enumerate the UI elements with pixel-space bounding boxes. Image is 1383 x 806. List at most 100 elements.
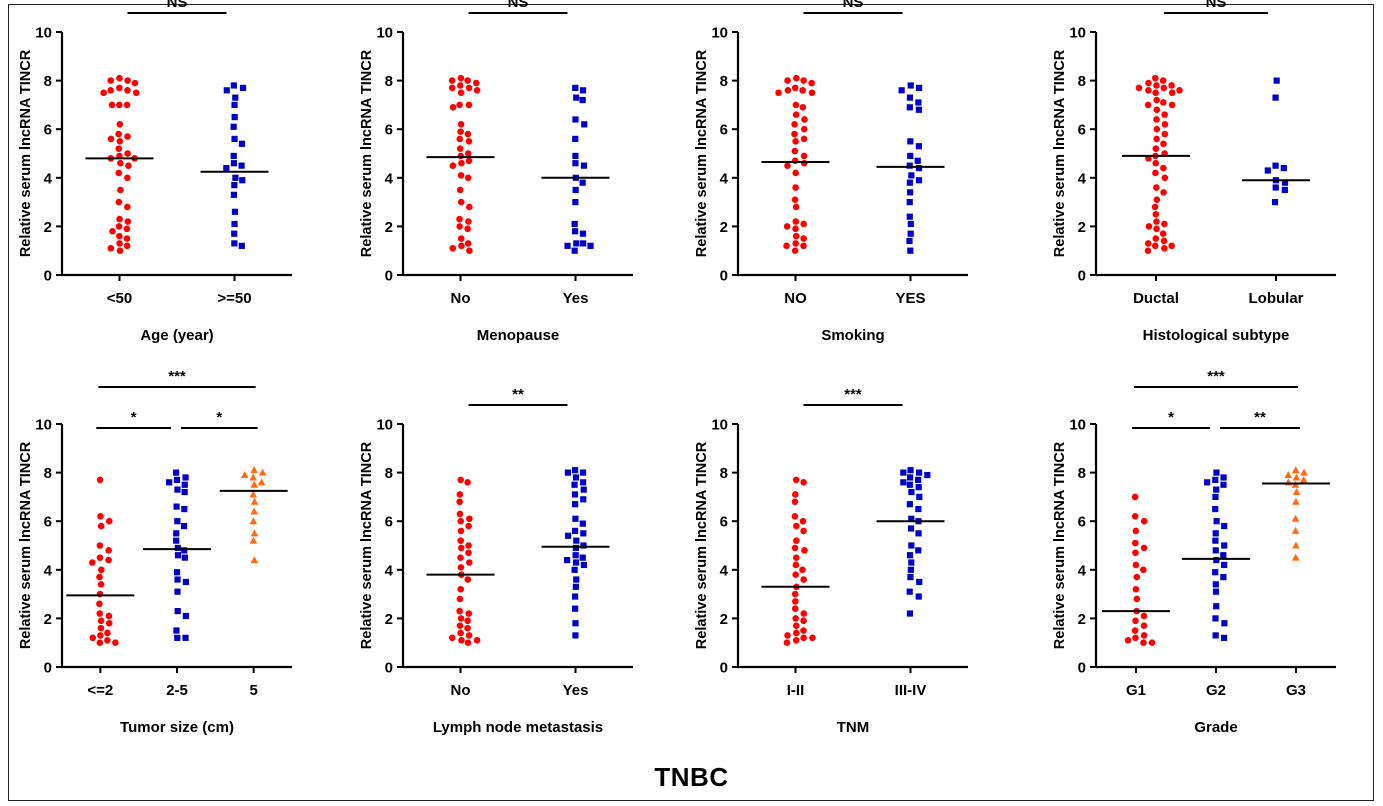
y-tick-label: 8 <box>44 465 52 482</box>
data-point <box>1168 101 1176 109</box>
data-point <box>1148 639 1156 646</box>
data-point <box>465 157 473 165</box>
data-point <box>571 220 578 228</box>
data-point <box>1124 636 1132 644</box>
y-axis-label: Relative serum lncRNA TINCR <box>1052 49 1068 257</box>
y-tick-label: 4 <box>44 170 53 187</box>
data-point <box>791 84 799 92</box>
significance-label: * <box>1168 409 1174 426</box>
x-axis-label: Lymph node metastasis <box>433 719 603 736</box>
data-point <box>572 152 579 160</box>
data-point <box>801 116 808 123</box>
data-point <box>564 242 571 249</box>
data-point <box>473 79 480 87</box>
data-point <box>1144 247 1152 254</box>
x-tick-label: NO <box>784 290 807 307</box>
data-point <box>572 515 579 522</box>
data-point <box>799 104 807 111</box>
data-point <box>1212 547 1219 554</box>
data-point <box>915 530 922 537</box>
data-point <box>792 169 800 177</box>
data-point <box>906 552 914 559</box>
data-point <box>1213 486 1220 493</box>
y-axis-label: Relative serum lncRNA TINCR <box>1052 441 1068 649</box>
data-point <box>1145 87 1152 94</box>
x-tick-label: <=2 <box>87 682 113 699</box>
data-point <box>907 566 914 573</box>
data-point <box>231 135 238 143</box>
x-axis-label: Grade <box>1194 719 1237 736</box>
significance-label: ** <box>512 386 524 403</box>
data-point <box>231 113 238 121</box>
data-point <box>572 135 579 143</box>
data-point <box>458 159 465 167</box>
data-point <box>109 227 116 235</box>
y-tick-label: 10 <box>711 417 728 434</box>
data-point <box>97 581 105 588</box>
data-point <box>124 150 131 157</box>
data-point <box>96 573 103 581</box>
data-point <box>915 484 922 491</box>
data-point <box>464 624 471 632</box>
data-point <box>457 152 465 160</box>
y-tick-label: 2 <box>385 219 393 236</box>
data-point <box>457 544 465 552</box>
data-point <box>907 467 914 474</box>
data-point <box>96 476 104 484</box>
data-point <box>174 518 181 525</box>
data-point <box>457 615 465 622</box>
data-point <box>173 627 180 634</box>
data-point <box>457 89 465 97</box>
data-point <box>1152 235 1160 242</box>
data-point <box>473 87 481 94</box>
data-point <box>573 576 580 583</box>
data-point <box>783 639 791 646</box>
x-tick-label: >=50 <box>217 290 251 307</box>
data-point <box>250 480 259 488</box>
data-point <box>907 525 915 532</box>
data-point <box>1132 585 1140 593</box>
data-point <box>1132 617 1139 625</box>
data-point <box>800 610 808 617</box>
data-point <box>915 547 922 554</box>
data-point <box>1161 121 1169 128</box>
data-point <box>1160 140 1167 148</box>
data-point <box>800 159 808 167</box>
y-tick-label: 2 <box>1078 219 1086 236</box>
data-point <box>792 203 800 211</box>
data-point <box>800 220 808 228</box>
y-tick-label: 8 <box>44 73 52 90</box>
data-point <box>580 486 587 493</box>
data-point <box>571 491 579 498</box>
significance-label: * <box>216 409 222 426</box>
y-tick-label: 2 <box>720 219 728 236</box>
data-point <box>1132 539 1139 547</box>
data-point <box>457 74 465 82</box>
data-point <box>456 510 464 518</box>
data-point <box>808 79 815 87</box>
data-point <box>800 576 807 583</box>
data-point <box>915 469 923 476</box>
data-point <box>1220 634 1228 641</box>
data-point <box>1291 514 1300 522</box>
data-point <box>465 84 473 92</box>
data-point <box>1204 479 1211 486</box>
data-point <box>793 629 800 637</box>
data-point <box>464 150 472 157</box>
data-point <box>792 218 800 225</box>
data-point <box>230 82 237 89</box>
data-point <box>124 133 131 140</box>
data-point <box>915 476 922 483</box>
data-point <box>1161 174 1169 182</box>
data-point <box>792 491 799 498</box>
data-point <box>1292 466 1300 474</box>
data-point <box>580 162 588 169</box>
data-point <box>916 493 923 500</box>
y-tick-label: 8 <box>1078 73 1086 90</box>
data-point <box>1131 627 1139 634</box>
data-point <box>572 186 579 194</box>
data-point <box>124 218 132 225</box>
y-tick-label: 6 <box>720 122 728 139</box>
